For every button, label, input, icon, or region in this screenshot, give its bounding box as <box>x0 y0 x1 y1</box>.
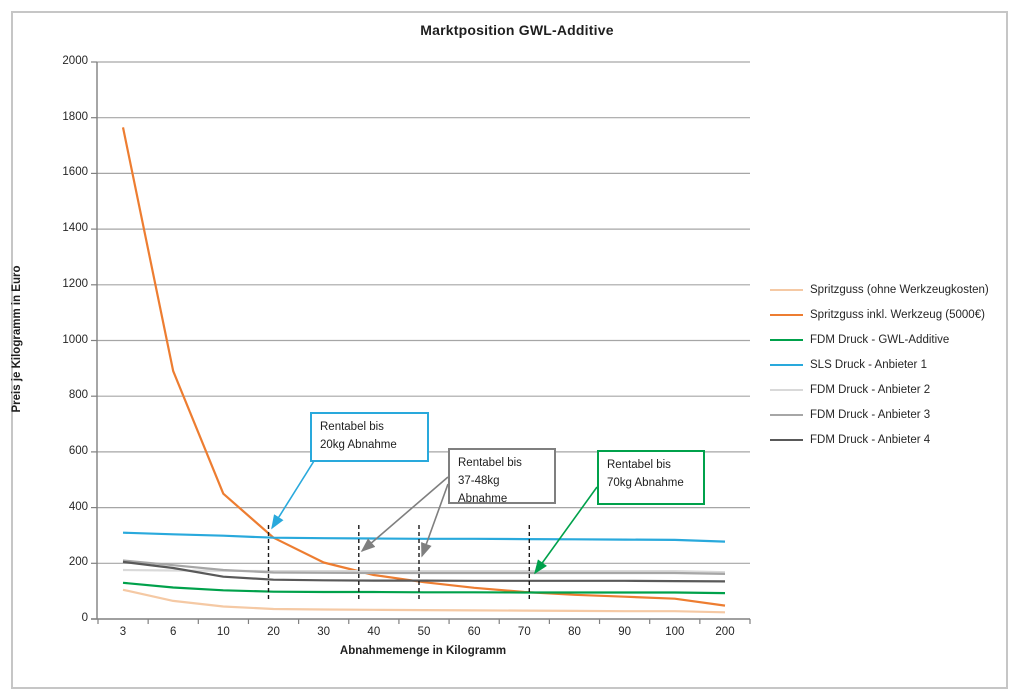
legend-item: FDM Druck - Anbieter 2 <box>770 377 989 402</box>
legend-swatch <box>770 438 803 441</box>
y-tick-label: 800 <box>68 389 88 402</box>
x-axis-title: Abnahmemenge in Kilogramm <box>339 645 507 657</box>
y-tick-label: 0 <box>81 612 88 624</box>
x-tick-label: 10 <box>216 626 230 638</box>
series-line-3 <box>122 531 726 543</box>
legend-item: Spritzguss (ohne Werkzeugkosten) <box>770 277 989 302</box>
legend-swatch <box>770 363 803 366</box>
y-tick-label: 1200 <box>62 277 88 290</box>
legend-item: FDM Druck - Anbieter 3 <box>770 402 989 427</box>
legend-label: FDM Druck - GWL-Additive <box>810 333 950 346</box>
x-tick-label: 50 <box>417 626 431 638</box>
legend-swatch <box>770 338 803 341</box>
legend-swatch <box>770 313 803 316</box>
legend-item: FDM Druck - Anbieter 4 <box>770 427 989 452</box>
y-tick-label: 1000 <box>62 333 88 346</box>
callout-arrow <box>421 483 449 558</box>
series-line-2 <box>122 581 726 595</box>
y-tick-label: 600 <box>68 444 88 457</box>
y-axis-title: Preis je Kilogramm in Euro <box>11 265 23 413</box>
callout-arrow <box>360 476 449 553</box>
legend-label: FDM Druck - Anbieter 3 <box>810 408 931 421</box>
y-tick-label: 400 <box>68 500 88 513</box>
x-tick-label: 60 <box>467 626 481 638</box>
legend-label: Spritzguss inkl. Werkzeug (5000€) <box>810 308 985 321</box>
x-tick-label: 30 <box>317 626 331 638</box>
x-tick-label: 40 <box>367 626 381 638</box>
legend-label: FDM Druck - Anbieter 2 <box>810 383 931 396</box>
x-tick-label: 90 <box>618 626 632 638</box>
chart-title: Marktposition GWL-Additive <box>420 22 614 38</box>
legend-label: SLS Druck - Anbieter 1 <box>810 358 927 371</box>
x-tick-label: 6 <box>169 626 177 638</box>
legend: Spritzguss (ohne Werkzeugkosten) Spritzg… <box>770 277 989 452</box>
legend-item: SLS Druck - Anbieter 1 <box>770 352 989 377</box>
y-tick-label: 200 <box>68 556 88 569</box>
series-line-6 <box>122 560 726 583</box>
y-tick-label: 1800 <box>62 110 88 123</box>
annotation-rentabel-20kg: Rentabel bis 20kg Abnahme <box>310 412 429 462</box>
y-tick-label: 1400 <box>62 222 88 235</box>
legend-label: FDM Druck - Anbieter 4 <box>810 433 931 446</box>
x-tick-label: 3 <box>119 626 127 638</box>
legend-swatch <box>770 388 803 391</box>
x-tick-label: 20 <box>267 626 280 638</box>
series-line-5 <box>122 559 726 575</box>
x-tick-label: 200 <box>715 626 735 638</box>
series-line-0 <box>122 588 726 614</box>
callout-arrow <box>534 486 598 575</box>
legend-label: Spritzguss (ohne Werkzeugkosten) <box>810 283 989 296</box>
series-line-4 <box>122 568 726 574</box>
callout-arrow <box>271 460 315 530</box>
legend-item: Spritzguss inkl. Werkzeug (5000€) <box>770 302 989 327</box>
series-line-1 <box>121 127 726 607</box>
annotation-rentabel-70kg: Rentabel bis 70kg Abnahme <box>597 450 705 505</box>
y-tick-label: 1600 <box>62 166 88 179</box>
x-tick-label: 100 <box>665 626 685 638</box>
annotation-rentabel-37-48kg: Rentabel bis 37-48kg Abnahme <box>448 448 556 505</box>
legend-item: FDM Druck - GWL-Additive <box>770 327 989 352</box>
y-tick-label: 2000 <box>62 55 88 67</box>
legend-swatch <box>770 413 803 416</box>
legend-swatch <box>770 288 803 291</box>
x-tick-label: 70 <box>517 626 531 638</box>
x-tick-label: 80 <box>568 626 581 638</box>
chart-frame <box>11 11 1008 689</box>
